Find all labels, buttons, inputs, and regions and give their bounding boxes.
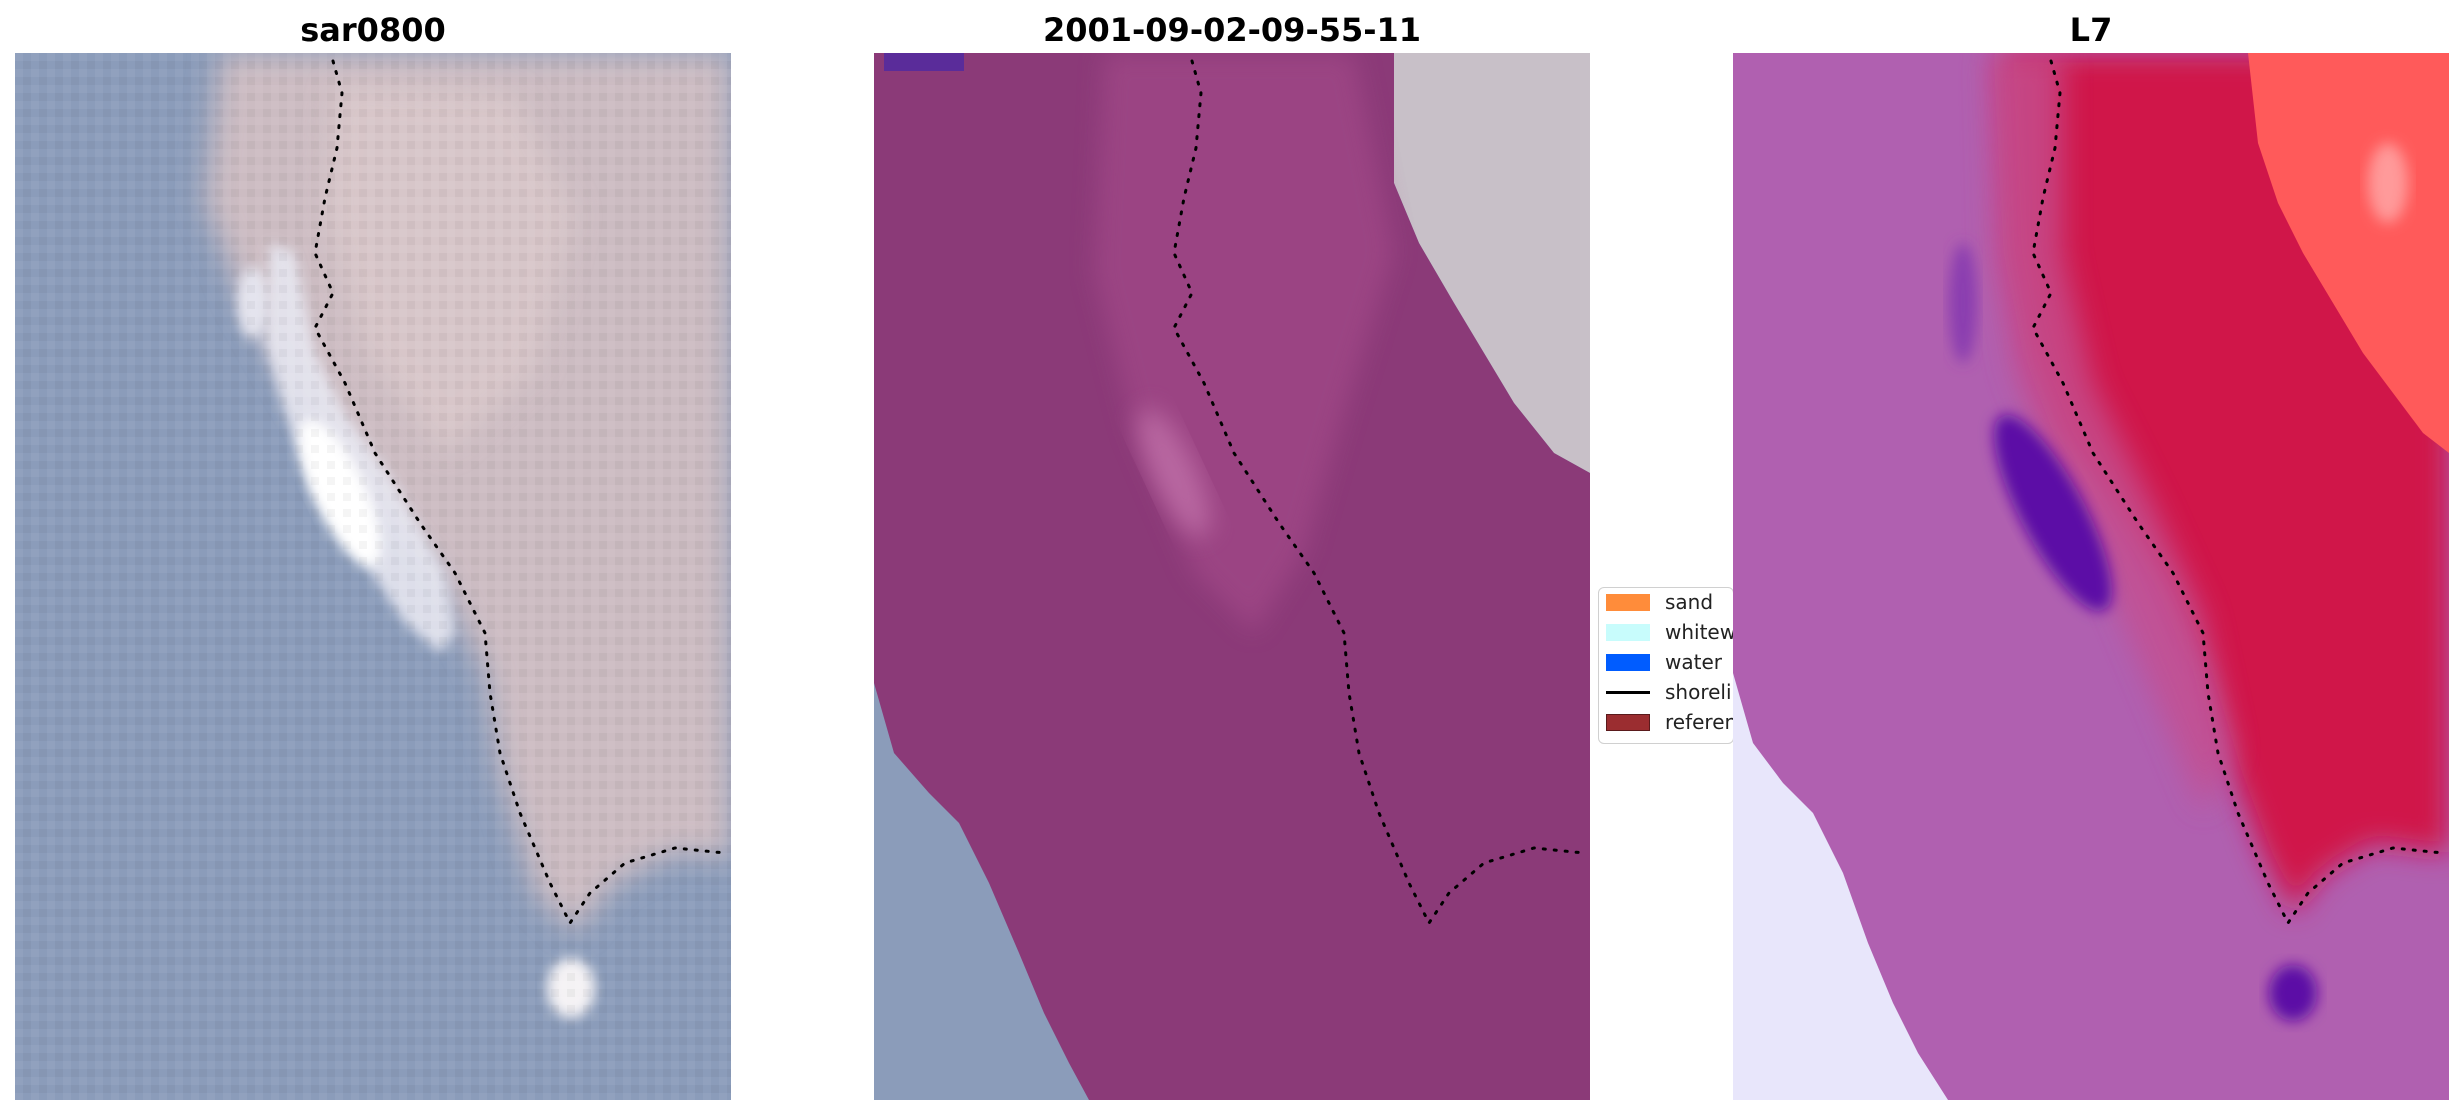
l7-purple-trace bbox=[1949, 243, 1977, 363]
l7-pink-transition bbox=[1988, 53, 2233, 813]
whitewater-trace bbox=[1138, 408, 1210, 538]
legend-label-reference: reference bbox=[1665, 710, 1733, 734]
legend-item-reference: reference bbox=[1599, 708, 1733, 734]
l7-purple-spot bbox=[2269, 965, 2317, 1021]
water-swatch bbox=[1606, 654, 1650, 671]
sand-swatch bbox=[1606, 594, 1650, 611]
l7-bright-spot bbox=[2368, 143, 2408, 223]
legend-item-shoreline: shoreline bbox=[1599, 678, 1733, 704]
l7-purple-band bbox=[1994, 414, 2112, 612]
reference-swatch bbox=[1606, 714, 1650, 731]
legend-label-sand: sand bbox=[1665, 590, 1714, 614]
legend-label-shoreline: shoreline bbox=[1665, 680, 1733, 704]
unclassified-beach bbox=[1394, 53, 1590, 473]
panel-title-l7: L7 bbox=[2069, 11, 2113, 49]
legend-item-sand: sand bbox=[1599, 588, 1733, 614]
whitewater-swatch bbox=[1606, 624, 1650, 641]
shoreline-line-swatch bbox=[1606, 691, 1650, 694]
classified-image-panel bbox=[874, 53, 1590, 1100]
shoreline-dotted-2 bbox=[1172, 59, 1586, 926]
legend-label-water: water bbox=[1665, 650, 1722, 674]
rgb-image-panel bbox=[15, 53, 731, 1100]
l7-pale-zone bbox=[1733, 673, 1948, 1100]
water-corner bbox=[884, 53, 964, 71]
panel-title-rgb: sar0800 bbox=[300, 11, 446, 49]
shoreline-dotted bbox=[313, 59, 727, 926]
legend-item-water: water bbox=[1599, 648, 1733, 674]
panel-title-classified: 2001-09-02-09-55-11 bbox=[1042, 11, 1422, 49]
l7-image-panel bbox=[1733, 53, 2449, 1100]
shoreline-dotted-3 bbox=[2031, 59, 2445, 926]
